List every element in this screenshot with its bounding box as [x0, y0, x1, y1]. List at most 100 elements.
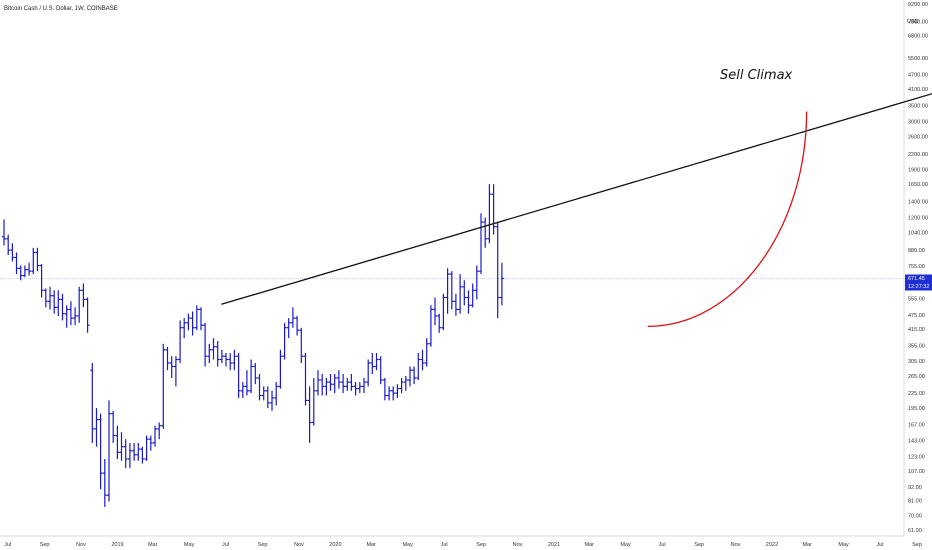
time-tick-label: 2019	[111, 542, 123, 548]
ohlc-bar	[14, 252, 19, 275]
ohlc-bar	[107, 400, 111, 502]
ohlc-bar	[479, 213, 483, 275]
ohlc-bar	[10, 243, 15, 262]
price-tick-label: 123.00	[908, 455, 925, 461]
ohlc-bar	[403, 376, 408, 391]
ohlc-bar	[186, 313, 191, 331]
ohlc-bar	[428, 305, 433, 347]
ohlc-bar	[123, 439, 128, 469]
ohlc-bar	[412, 366, 417, 385]
price-tick-label: 475.00	[908, 313, 925, 319]
ohlc-bar	[341, 374, 346, 394]
price-tick-label: 3000.00	[908, 120, 928, 126]
ohlc-bar	[399, 378, 404, 394]
ohlc-bar	[257, 374, 262, 401]
projection-curve[interactable]	[647, 111, 808, 328]
ohlc-bar	[240, 382, 245, 398]
time-tick-label: Jul	[4, 542, 11, 548]
annotation-sell-climax[interactable]: Sell Climax	[720, 68, 793, 83]
ohlc-bar	[453, 293, 458, 316]
time-axis[interactable]: Jul Sep Nov 2019 Mar May Jul Sep Nov 2020 Mar May Ju…	[0, 535, 932, 548]
ohlc-bar	[437, 313, 442, 333]
ohlc-bar	[102, 459, 107, 507]
time-tick-label: 2020	[329, 542, 341, 548]
ohlc-bar	[286, 318, 291, 339]
price-tick-label: 70.00	[908, 514, 922, 520]
ohlc-bar	[35, 247, 40, 272]
price-axis[interactable]: 9200.00 7800.00 6800.00 5500.00 4700.00 4100.…	[903, 0, 928, 536]
price-tick-label: 3500.00	[908, 103, 928, 109]
price-tick-label: 4100.00	[908, 87, 928, 93]
price-tick-label: 61.00	[908, 528, 922, 534]
ohlc-bar	[420, 349, 425, 371]
time-tick-label: Mar	[366, 542, 376, 548]
ohlc-bar	[6, 234, 11, 255]
ohlc-bar	[261, 386, 266, 401]
ohlc-bar	[56, 290, 61, 316]
ohlc-bar	[282, 322, 287, 360]
ohlc-bar	[194, 305, 199, 331]
price-tick-label: 415.00	[908, 327, 925, 333]
ohlc-bar	[236, 353, 241, 398]
time-tick-label: Sep	[40, 542, 50, 548]
ohlc-bar	[470, 283, 475, 308]
ohlc-bar	[111, 410, 116, 443]
ohlc-bar	[115, 425, 120, 459]
price-tick-label: 555.00	[908, 297, 925, 303]
ohlc-bar	[387, 386, 392, 401]
price-tick-label: 6800.00	[908, 34, 928, 40]
chart-title: Bitcoin Cash / U.S. Dollar, 1W, COINBASE	[4, 6, 118, 12]
ohlc-bar	[424, 338, 429, 367]
time-tick-label: May	[403, 542, 414, 548]
ohlc-bar	[182, 318, 187, 339]
ohlc-bar	[290, 307, 295, 328]
ohlc-bar	[278, 349, 283, 389]
ohlc-bar	[408, 366, 412, 387]
ohlc-bar	[307, 386, 312, 443]
price-tick-label: 5500.00	[908, 56, 928, 62]
time-tick-label: Mar	[584, 542, 594, 548]
price-tick-label: 355.00	[908, 343, 925, 349]
ohlc-bar	[244, 370, 249, 396]
ohlc-bar	[345, 378, 350, 391]
last-price-badge: 671.45 12:27:32	[905, 274, 932, 291]
time-tick-label: Sep	[258, 542, 268, 548]
ohlc-bar	[441, 293, 446, 331]
ohlc-bar	[295, 315, 300, 336]
price-tick-label: 167.00	[908, 422, 925, 428]
ohlc-bar	[382, 378, 387, 401]
ohlc-bar	[153, 425, 157, 447]
ohlc-bar	[353, 382, 358, 396]
ohlc-bar	[140, 446, 145, 464]
ohlc-bar	[466, 290, 471, 314]
ohlc-bar	[48, 286, 52, 310]
price-tick-label: 7800.00	[908, 19, 928, 25]
ohlc-bar	[39, 264, 44, 298]
ohlc-bar	[52, 290, 57, 314]
ohlc-bar	[215, 341, 220, 367]
ohlc-bar	[433, 297, 437, 326]
ohlc-bar	[491, 184, 496, 235]
ohlc-bar	[199, 307, 203, 331]
price-tick-label: 265.00	[908, 374, 925, 380]
time-tick-label: Jul	[222, 542, 229, 548]
ohlc-bar	[253, 363, 258, 385]
time-tick-label: Jul	[659, 542, 666, 548]
ohlc-bar	[458, 274, 463, 314]
ohlc-bar	[119, 432, 124, 461]
ohlc-bar	[224, 353, 228, 367]
ohlc-bar	[173, 356, 178, 387]
ohlc-bar	[98, 413, 103, 490]
ohlc-bar	[165, 346, 170, 371]
bar-countdown: 12:27:32	[908, 284, 929, 290]
ohlc-bar	[445, 268, 450, 314]
ohlc-bar	[495, 222, 500, 319]
ohlc-bar	[219, 349, 224, 363]
price-tick-label: 225.00	[908, 391, 925, 397]
ohlc-bar	[391, 386, 396, 401]
time-tick-label: Jul	[876, 542, 883, 548]
ohlc-bar	[487, 184, 492, 244]
ohlc-bar	[157, 422, 162, 440]
trendline[interactable]	[221, 89, 932, 305]
